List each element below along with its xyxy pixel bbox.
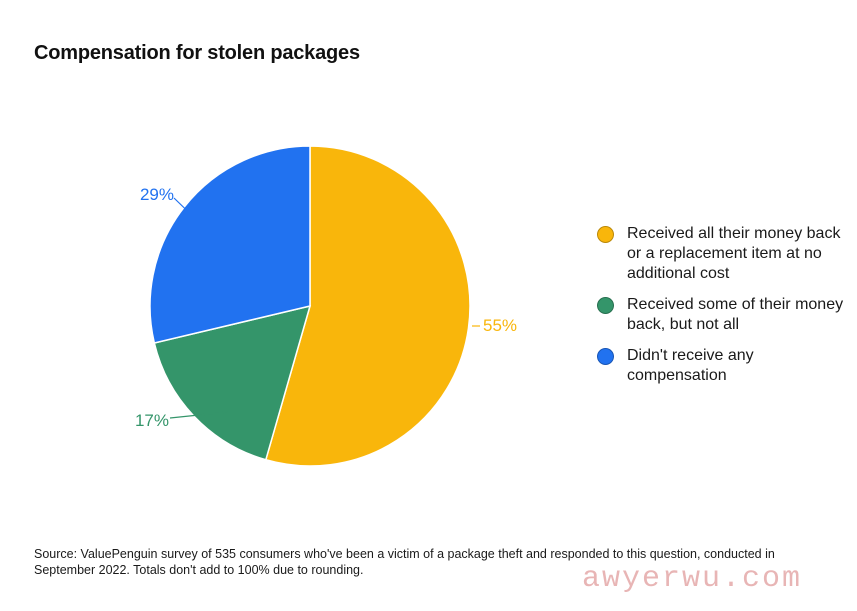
data-label-partial-refund: 17% [135,411,169,430]
pie-slice-no-compensation [149,145,311,344]
watermark: awyerwu.com [582,562,803,596]
pie-slice-partial-refund [153,304,312,461]
legend-swatch-full-refund [597,226,614,243]
legend-swatch-partial-refund [597,297,614,314]
legend-swatch-no-compensation [597,348,614,365]
legend-label-partial-refund: Received some of their money back, but n… [627,296,844,333]
legend-label-full-refund: Received all their money back or a repla… [627,225,841,282]
legend: Received all their money back or a repla… [597,224,847,397]
data-label-full-refund: 55% [483,316,517,335]
chart-title: Compensation for stolen packages [34,42,360,64]
pie-slice-full-refund [264,145,471,467]
legend-item-full-refund: Received all their money back or a repla… [597,224,847,284]
source-note: Source: ValuePenguin survey of 535 consu… [34,547,775,577]
leader-line-no-compensation [173,197,206,229]
legend-label-no-compensation: Didn't receive any compensation [627,347,754,384]
data-label-no-compensation: 29% [140,185,174,204]
legend-item-partial-refund: Received some of their money back, but n… [597,295,847,335]
legend-item-no-compensation: Didn't receive any compensation [597,346,847,386]
leader-line-partial-refund [169,411,229,419]
